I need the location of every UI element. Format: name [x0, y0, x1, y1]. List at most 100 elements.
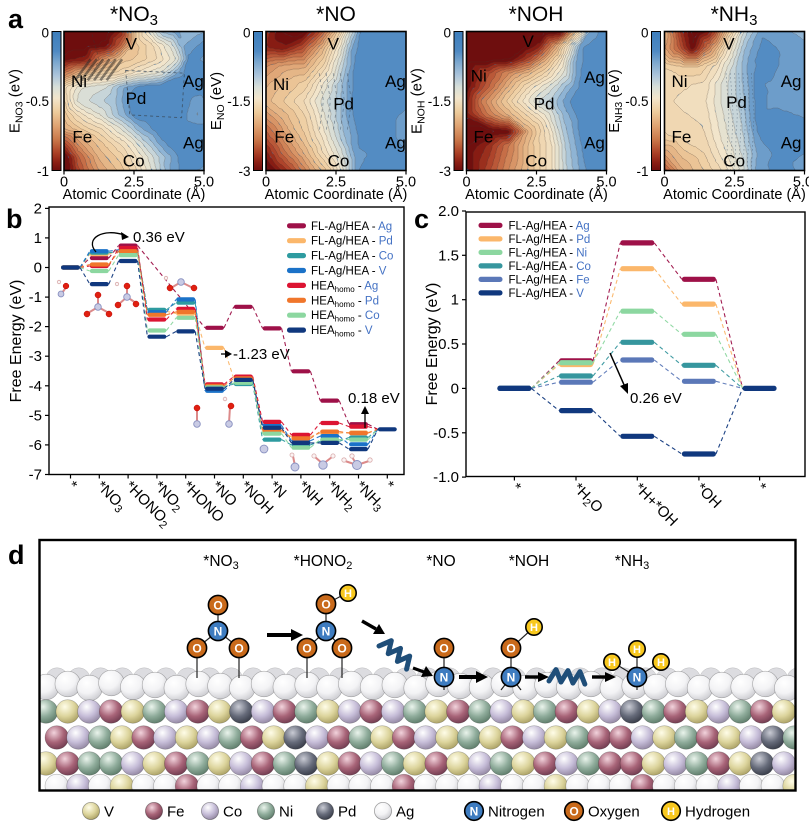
svg-text:0.18 eV: 0.18 eV	[348, 390, 400, 407]
svg-text:FL-Ag/HEA - Pd: FL-Ag/HEA - Pd	[311, 236, 393, 248]
svg-text:Co: Co	[328, 151, 350, 170]
svg-text:Free Energy (eV): Free Energy (eV)	[8, 280, 25, 403]
svg-text:Fe: Fe	[274, 128, 294, 147]
svg-text:FL-Ag/HEA - Co: FL-Ag/HEA - Co	[311, 251, 393, 263]
svg-text:0.5: 0.5	[438, 336, 459, 353]
svg-text:HEAhomo - Co: HEAhomo - Co	[311, 310, 380, 324]
svg-text:Pd: Pd	[126, 89, 147, 108]
svg-text:N: N	[633, 671, 642, 685]
svg-text:Atomic Coordinate (Å): Atomic Coordinate (Å)	[265, 186, 408, 203]
svg-text:Fe: Fe	[167, 804, 185, 821]
svg-text:O: O	[213, 599, 222, 613]
svg-text:O: O	[302, 642, 311, 656]
svg-text:FL-Ag/HEA - Pd: FL-Ag/HEA - Pd	[509, 234, 591, 246]
svg-text:FL-Ag/HEA - Ni: FL-Ag/HEA - Ni	[509, 247, 588, 259]
svg-text:*NO3: *NO3	[203, 553, 238, 572]
svg-text:Co: Co	[525, 151, 547, 170]
svg-text:O: O	[321, 598, 330, 612]
svg-text:Ag: Ag	[781, 72, 802, 91]
svg-text:Oxygen: Oxygen	[588, 804, 640, 821]
svg-text:H: H	[657, 657, 665, 669]
svg-text:Nitrogen: Nitrogen	[488, 804, 545, 821]
svg-text:H: H	[344, 588, 352, 600]
svg-text:ENH3 (eV): ENH3 (eV)	[606, 69, 625, 133]
svg-text:ENOH (eV): ENOH (eV)	[409, 68, 428, 134]
svg-text:-2: -2	[29, 319, 42, 336]
svg-text:1: 1	[34, 230, 42, 247]
svg-text:FL-Ag/HEA - V: FL-Ag/HEA - V	[311, 266, 387, 278]
svg-text:5.0: 5.0	[396, 175, 416, 191]
svg-text:2.5: 2.5	[724, 175, 744, 191]
svg-text:Hydrogen: Hydrogen	[685, 804, 750, 821]
svg-text:HEAhomo - V: HEAhomo - V	[311, 325, 373, 339]
svg-text:V: V	[104, 804, 114, 821]
svg-text:Ag: Ag	[385, 133, 406, 152]
svg-text:2.5: 2.5	[124, 175, 144, 191]
svg-text:Atomic Coordinate (Å): Atomic Coordinate (Å)	[465, 186, 608, 203]
svg-text:2.5: 2.5	[326, 175, 346, 191]
svg-text:Ni: Ni	[672, 72, 688, 91]
svg-text:-3: -3	[29, 348, 42, 365]
svg-text:2.0: 2.0	[438, 203, 459, 220]
svg-text:0: 0	[660, 175, 668, 191]
svg-text:Pd: Pd	[534, 94, 555, 113]
svg-text:Ag: Ag	[781, 133, 802, 152]
svg-text:Ni: Ni	[71, 72, 87, 91]
svg-text:Ag: Ag	[183, 72, 204, 91]
svg-text:V: V	[126, 35, 138, 54]
svg-text:O: O	[192, 642, 201, 656]
svg-text:1: 1	[451, 292, 459, 309]
svg-text:O: O	[337, 642, 346, 656]
svg-text:*NOH: *NOH	[509, 553, 549, 570]
svg-text:2.5: 2.5	[526, 175, 546, 191]
svg-text:0.36 eV: 0.36 eV	[133, 229, 185, 246]
svg-text:5.0: 5.0	[596, 175, 616, 191]
svg-text:V: V	[328, 35, 340, 54]
svg-text:*NO: *NO	[316, 3, 356, 26]
svg-text:*HONO2: *HONO2	[294, 553, 353, 572]
svg-text:b: b	[6, 204, 23, 234]
svg-text:Ni: Ni	[273, 75, 289, 94]
svg-text:0: 0	[443, 26, 451, 41]
svg-text:N: N	[507, 671, 516, 685]
svg-text:-1: -1	[37, 164, 49, 179]
svg-text:0: 0	[243, 26, 251, 41]
svg-text:Co: Co	[723, 151, 745, 170]
svg-text:-3: -3	[439, 164, 451, 179]
svg-text:Ag: Ag	[183, 133, 204, 152]
svg-text:d: d	[8, 540, 25, 570]
svg-text:2: 2	[34, 200, 42, 217]
svg-text:FL-Ag/HEA - Ag: FL-Ag/HEA - Ag	[311, 221, 392, 233]
svg-text:O: O	[569, 805, 578, 819]
svg-text:0: 0	[41, 26, 49, 41]
svg-text:-0.5: -0.5	[625, 94, 648, 109]
svg-text:V: V	[723, 35, 735, 54]
svg-text:-3: -3	[238, 164, 250, 179]
svg-text:N: N	[214, 625, 223, 639]
svg-text:-1.5: -1.5	[227, 94, 250, 109]
svg-text:-1.23 eV: -1.23 eV	[233, 346, 290, 363]
svg-text:-0.5: -0.5	[433, 425, 459, 442]
svg-text:Ag: Ag	[584, 68, 605, 87]
svg-text:Ag: Ag	[584, 133, 605, 152]
svg-text:H: H	[608, 657, 616, 669]
svg-text:H: H	[530, 622, 538, 634]
svg-text:Ag: Ag	[396, 804, 414, 821]
svg-text:Free Energy (eV): Free Energy (eV)	[424, 283, 441, 406]
svg-text:ENO (eV): ENO (eV)	[208, 72, 227, 130]
svg-text:5.0: 5.0	[194, 175, 214, 191]
svg-text:-0.5: -0.5	[26, 94, 49, 109]
svg-text:-1.0: -1.0	[433, 469, 459, 486]
svg-text:0: 0	[451, 380, 459, 397]
svg-text:Pd: Pd	[726, 93, 747, 112]
svg-text:FL-Ag/HEA - Fe: FL-Ag/HEA - Fe	[509, 274, 590, 286]
svg-text:FL-Ag/HEA - Co: FL-Ag/HEA - Co	[509, 261, 591, 273]
svg-text:Pd: Pd	[333, 94, 354, 113]
svg-text:ENO3 (eV): ENO3 (eV)	[7, 69, 26, 133]
svg-text:O: O	[439, 642, 448, 656]
svg-text:Ni: Ni	[279, 804, 293, 821]
svg-text:V: V	[523, 32, 535, 51]
svg-text:0: 0	[60, 175, 68, 191]
svg-text:0.26 eV: 0.26 eV	[630, 390, 682, 407]
svg-text:5.0: 5.0	[793, 175, 809, 191]
